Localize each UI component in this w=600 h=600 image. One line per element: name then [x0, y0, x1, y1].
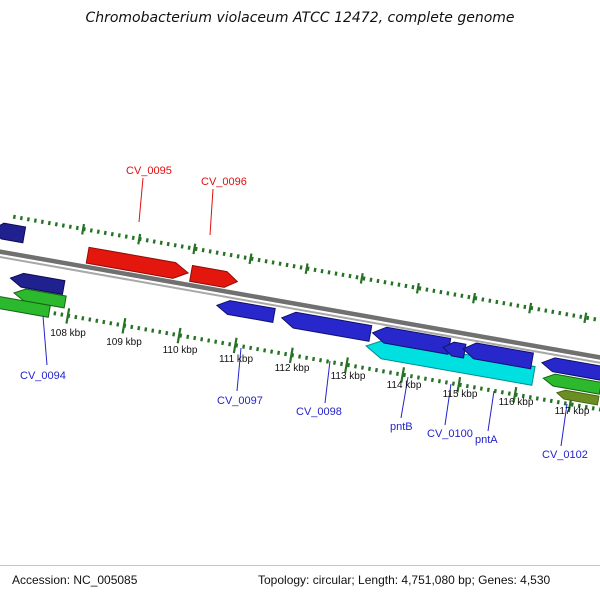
leader-line-cv0097: [236, 347, 242, 392]
ruler-label: 113 kbp: [331, 371, 366, 382]
minor-ticks-upper: [12, 214, 600, 325]
leader-line-cv0100: [444, 383, 452, 426]
accession-text: Accession: NC_005085: [12, 573, 138, 587]
kbp-tick: [344, 357, 349, 373]
genome-axis: [0, 214, 600, 413]
kbp-tick: [304, 263, 309, 275]
ruler-label: 109 kbp: [106, 337, 142, 348]
gene-arrow-edge-right-green[interactable]: [542, 372, 600, 395]
leader-line-pnta: [487, 390, 495, 432]
ruler-label: 112 kbp: [275, 363, 310, 374]
gene-arrow-edge-left-navy[interactable]: [0, 221, 27, 244]
gene-arrow-edge-right-olive[interactable]: [555, 389, 600, 406]
gene-arrow-pnta[interactable]: [462, 341, 534, 370]
genome-backbone: [0, 247, 600, 364]
kbp-tick: [232, 337, 238, 354]
leader-line-cv0094: [42, 315, 48, 366]
ruler-label: 116 kbp: [499, 397, 534, 408]
gene-arrow-cv0096[interactable]: [189, 264, 239, 290]
ruler-label: 108 kbp: [50, 328, 86, 339]
gene-arrow-cv0097[interactable]: [215, 299, 276, 323]
gene-label-cv0100: CV_0100: [427, 428, 473, 440]
leader-line-cv0098: [324, 360, 331, 404]
minor-ticks-lower: [11, 303, 600, 412]
leader-line-cv0095: [138, 177, 144, 223]
gene-label-cv0094: CV_0094: [20, 370, 66, 382]
gene-label-cv0098: CV_0098: [296, 406, 342, 418]
gene-arrow-edge-right-blue[interactable]: [540, 356, 600, 381]
kbp-tick: [528, 302, 533, 314]
gene-label-cv0095: CV_0095: [126, 165, 172, 177]
kbp-tick: [81, 223, 86, 235]
genome-backbone-shadow: [0, 253, 600, 368]
kbp-tick: [137, 233, 142, 245]
kbp-tick: [456, 377, 462, 393]
leader-line-cv0102: [560, 403, 568, 447]
gene-label-pnta: pntA: [475, 434, 498, 446]
kbp-tick: [65, 308, 71, 324]
ruler-label: 114 kbp: [387, 380, 422, 391]
kbp-tick: [512, 386, 518, 403]
kbp-tick: [288, 347, 294, 364]
ruler-label: 115 kbp: [443, 389, 478, 400]
gene-arrow-left-green-1[interactable]: [12, 287, 67, 309]
kbp-tick: [192, 243, 197, 255]
kbp-tick: [176, 327, 182, 344]
gene-arrow-cv0100[interactable]: [442, 340, 467, 359]
page-title: Chromobacterium violaceum ATCC 12472, co…: [85, 10, 515, 26]
gene-label-pntb: pntB: [390, 421, 413, 433]
gene-arrow-cv0098[interactable]: [280, 310, 373, 342]
leader-line-cv0096: [209, 188, 214, 236]
kbp-tick: [400, 367, 406, 383]
kbp-tick: [359, 273, 364, 284]
ruler-label: 111 kbp: [219, 354, 254, 365]
gene-label-cv0096: CV_0096: [201, 176, 247, 188]
gene-arrow-left-green-2[interactable]: [0, 294, 51, 318]
gene-label-cv0102: CV_0102: [542, 449, 588, 461]
status-bar: Accession: NC_005085 Topology: circular;…: [0, 565, 600, 600]
topology-text: Topology: circular; Length: 4,751,080 bp…: [258, 573, 551, 587]
gene-arrow-left-navy[interactable]: [9, 271, 66, 295]
gene-label-cv0097: CV_0097: [217, 395, 263, 407]
kbp-tick: [472, 292, 477, 304]
leader-line-pntb: [400, 376, 409, 419]
ruler-label: 117 kbp: [555, 406, 590, 417]
kbp-tick: [583, 312, 588, 324]
ruler-label: 110 kbp: [163, 345, 198, 356]
gene-arrow-cv0095[interactable]: [85, 246, 190, 280]
kbp-tick: [415, 282, 420, 294]
kbp-tick: [121, 317, 127, 334]
annotation-layer: CV_0095 CV_0096 CV_0094 CV_0097 CV_0098 …: [20, 165, 590, 461]
kbp-tick: [248, 253, 253, 265]
